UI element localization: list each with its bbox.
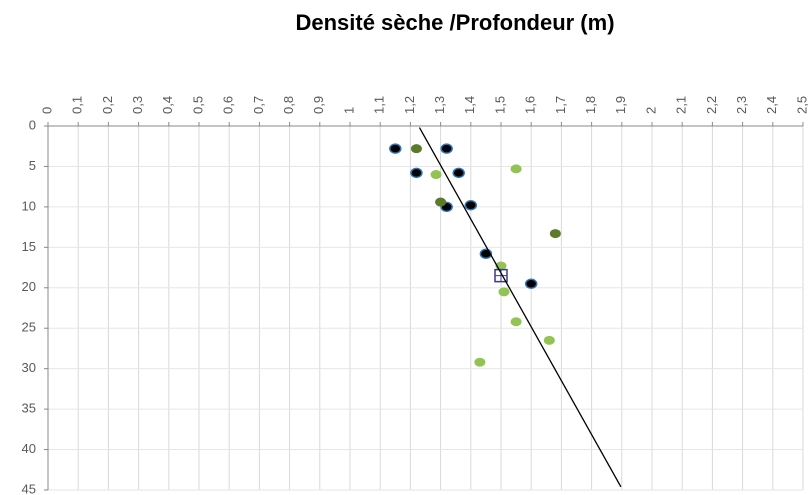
x-tick-label: 1,9 — [613, 96, 628, 114]
x-tick-label: 0,3 — [130, 96, 145, 114]
y-tick-label: 40 — [22, 441, 36, 456]
x-tick-label: 0,2 — [100, 96, 115, 114]
x-tick-label: 0 — [39, 107, 54, 114]
x-tick-label: 0,4 — [160, 96, 175, 114]
point — [452, 167, 465, 179]
x-tick-label: 2,4 — [764, 96, 779, 114]
y-tick-label: 15 — [22, 239, 36, 254]
x-tick-label: 2,1 — [674, 96, 689, 114]
x-tick-label: 2,5 — [794, 96, 808, 114]
x-tick-label: 0,8 — [281, 96, 296, 114]
y-tick-label: 25 — [22, 320, 36, 335]
point — [435, 197, 447, 207]
x-tick-label: 1,8 — [583, 96, 598, 114]
x-tick-label: 1,1 — [372, 96, 387, 114]
point — [498, 287, 510, 297]
x-tick-label: 1,4 — [462, 96, 477, 114]
y-tick-label: 45 — [22, 481, 36, 495]
x-tick-label: 1,3 — [432, 96, 447, 114]
x-tick-label: 1,5 — [492, 96, 507, 114]
x-tick-label: 0,7 — [251, 96, 266, 114]
y-tick-label: 20 — [22, 279, 36, 294]
trend-line — [418, 127, 622, 488]
y-tick-label: 35 — [22, 401, 36, 416]
x-tick-label: 0,6 — [221, 96, 236, 114]
x-tick-label: 0,1 — [70, 96, 85, 114]
point — [440, 143, 453, 154]
x-tick-label: 1,6 — [523, 96, 538, 114]
point — [474, 357, 486, 367]
x-tick-label: 0,5 — [190, 96, 205, 114]
x-tick-label: 2 — [643, 107, 658, 114]
x-tick-label: 0,9 — [311, 96, 326, 114]
point — [510, 164, 522, 174]
point — [510, 317, 522, 327]
y-tick-label: 30 — [22, 360, 36, 375]
chart-title: Densité sèche /Profondeur (m) — [295, 10, 614, 35]
y-tick-label: 10 — [22, 198, 36, 213]
point — [549, 229, 561, 239]
point — [543, 335, 555, 345]
x-tick-label: 1 — [341, 107, 356, 114]
point — [410, 167, 423, 179]
point — [410, 144, 422, 154]
point — [524, 278, 538, 289]
y-tick-label: 0 — [29, 117, 36, 132]
y-tick-label: 5 — [29, 158, 36, 173]
x-tick-label: 2,3 — [734, 96, 749, 114]
point — [389, 143, 402, 154]
point — [464, 200, 478, 211]
point — [430, 170, 442, 180]
x-tick-label: 2,2 — [704, 96, 719, 114]
x-tick-label: 1,7 — [553, 96, 568, 114]
x-tick-label: 1,2 — [402, 96, 417, 114]
